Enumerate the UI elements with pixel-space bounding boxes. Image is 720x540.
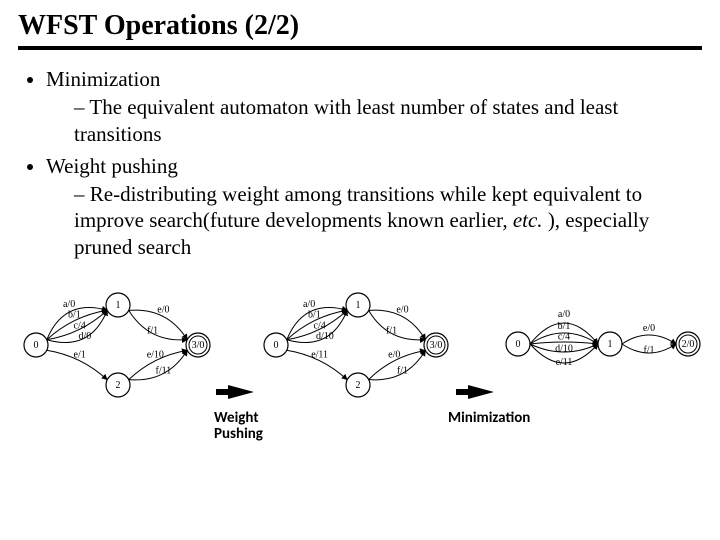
svg-text:d/10: d/10 — [316, 331, 334, 342]
svg-text:f/11: f/11 — [155, 365, 171, 376]
svg-text:b/1: b/1 — [558, 321, 571, 332]
svg-text:d/0: d/0 — [79, 331, 92, 342]
svg-text:e/11: e/11 — [556, 357, 573, 368]
automaton-a: a/0b/1c/4d/0 e/1 e/0 f/1 e/10 f/11 0 1 2 3/0 — [18, 270, 228, 420]
figures-area: a/0b/1c/4d/0e/1e/0f/1e/10f/110123/0 Weig… — [18, 270, 718, 500]
caption-weight: Weight — [214, 409, 259, 427]
svg-text:f/1: f/1 — [397, 365, 408, 376]
svg-text:c/4: c/4 — [558, 331, 570, 342]
svg-text:b/1: b/1 — [68, 309, 81, 320]
svg-text:a/0: a/0 — [303, 299, 315, 310]
svg-text:e/0: e/0 — [396, 304, 408, 315]
svg-text:d/10: d/10 — [555, 343, 573, 354]
automaton-b: a/0b/1c/4d/10 e/11 e/0 f/1 e/0 f/1 0 1 2 3/0 — [258, 270, 458, 420]
slide-title: WFST Operations (2/2) — [18, 10, 702, 42]
svg-text:2: 2 — [356, 380, 361, 391]
arrow-icon — [228, 385, 254, 399]
svg-text:e/1: e/1 — [74, 349, 86, 360]
svg-text:1: 1 — [116, 300, 121, 311]
automaton-c: a/0b/1c/4d/10 e/11 e/0 f/1 0 1 2/0 — [500, 276, 710, 416]
bullet-list: Minimization The equivalent automaton wi… — [26, 66, 702, 260]
bullet-text: Minimization — [46, 67, 160, 91]
svg-text:e/0: e/0 — [157, 304, 169, 315]
svg-text:1: 1 — [608, 339, 613, 350]
svg-text:f/1: f/1 — [386, 325, 397, 336]
bullet-minimization: Minimization The equivalent automaton wi… — [46, 66, 702, 147]
svg-text:e/0: e/0 — [388, 349, 400, 360]
svg-text:1: 1 — [356, 300, 361, 311]
svg-text:c/4: c/4 — [74, 320, 86, 331]
arrow-icon — [468, 385, 494, 399]
svg-text:0: 0 — [516, 339, 521, 350]
svg-text:0: 0 — [34, 340, 39, 351]
svg-text:e/11: e/11 — [311, 349, 328, 360]
caption-pushing: Pushing — [214, 425, 263, 443]
svg-text:b/1: b/1 — [308, 309, 321, 320]
sub-bullet-wp: Re-distributing weight among transitions… — [74, 181, 702, 260]
svg-text:e/10: e/10 — [147, 349, 164, 360]
svg-text:a/0: a/0 — [63, 299, 75, 310]
title-rule — [18, 46, 702, 50]
svg-text:a/0: a/0 — [558, 309, 570, 320]
svg-text:0: 0 — [274, 340, 279, 351]
svg-text:f/1: f/1 — [147, 325, 158, 336]
sub-bullet-min: The equivalent automaton with least numb… — [74, 94, 702, 147]
svg-text:f/1: f/1 — [643, 345, 654, 356]
svg-text:3/0: 3/0 — [192, 340, 205, 351]
svg-text:2: 2 — [116, 380, 121, 391]
bullet-text: Weight pushing — [46, 154, 178, 178]
bullet-weight-pushing: Weight pushing Re-distributing weight am… — [46, 153, 702, 260]
svg-text:2/0: 2/0 — [682, 339, 695, 350]
svg-text:3/0: 3/0 — [430, 340, 443, 351]
svg-text:c/4: c/4 — [314, 320, 326, 331]
svg-text:e/0: e/0 — [643, 323, 655, 334]
